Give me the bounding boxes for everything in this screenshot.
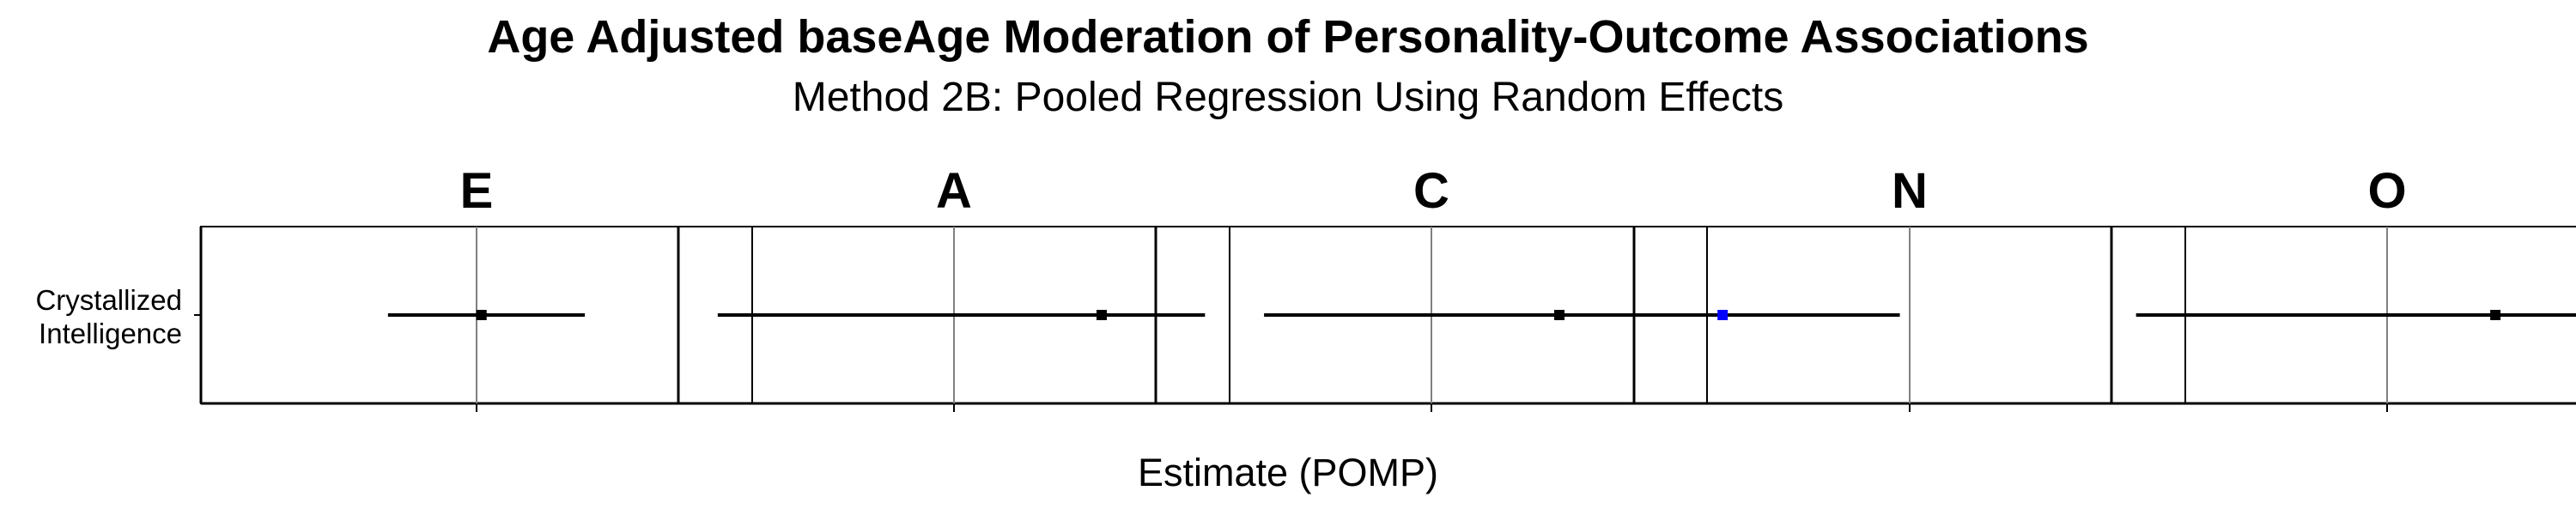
y-category-label: Crystallized Intelligence: [0, 283, 182, 350]
y-category-label-line-1: Crystallized: [35, 284, 182, 316]
facet-label-e: E: [460, 163, 494, 219]
y-category-label-line-2: Intelligence: [39, 318, 182, 349]
estimate-point-o: [2490, 310, 2501, 320]
facet-label-a: A: [936, 163, 972, 219]
facet-label-n: N: [1892, 163, 1928, 219]
x-axis-label: Estimate (POMP): [1137, 451, 1439, 494]
estimate-point-a: [1096, 310, 1107, 320]
estimate-point-e: [476, 310, 487, 320]
estimate-point-n: [1717, 310, 1728, 320]
facet-label-o: O: [2367, 163, 2406, 219]
facet-label-c: C: [1413, 163, 1449, 219]
chart-title: Age Adjusted baseAge Moderation of Perso…: [487, 11, 2089, 63]
estimate-point-c: [1554, 310, 1565, 320]
chart-subtitle: Method 2B: Pooled Regression Using Rando…: [792, 75, 1784, 120]
